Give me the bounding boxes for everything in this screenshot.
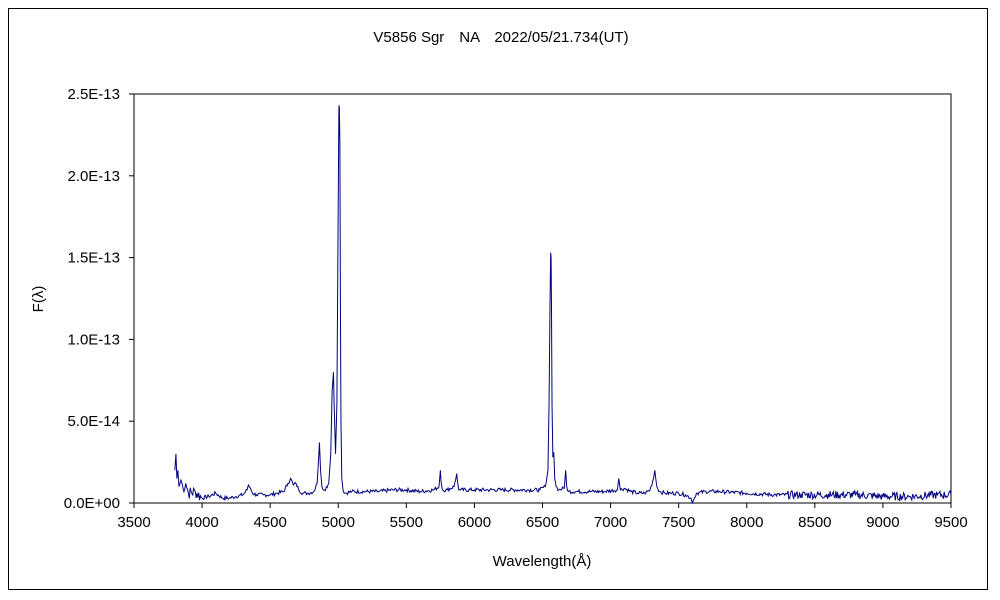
y-axis-ticks: 0.0E+00 5.0E-14 1.0E-13 1.5E-13 2.0E-13 2.5E-…: [64, 86, 134, 512]
x-tick-label: 5000: [322, 514, 355, 531]
y-tick-label: 2.0E-13: [67, 168, 120, 185]
plot-area: [133, 93, 952, 504]
x-axis-ticks: 3500 4000 4500 5000 5500 6000 6500 7000 7500 8000…: [117, 503, 968, 531]
series-group: [174, 105, 952, 505]
y-tick-label: 1.0E-13: [67, 331, 120, 348]
chart-title: V5856 Sgr NA 2022/05/21.734(UT): [373, 29, 628, 46]
y-tick-label: 1.5E-13: [67, 250, 120, 267]
chart-frame: V5856 Sgr NA 2022/05/21.734(UT) 3500 4000…: [8, 8, 988, 590]
y-tick-label: 0.0E+00: [64, 495, 120, 512]
x-tick-label: 7500: [662, 514, 695, 531]
x-tick-label: 4500: [253, 514, 286, 531]
x-tick-label: 8500: [798, 514, 831, 531]
x-tick-label: 3500: [117, 514, 150, 531]
x-tick-label: 9000: [866, 514, 899, 531]
x-tick-label: 6500: [526, 514, 559, 531]
y-tick-label: 5.0E-14: [67, 413, 120, 430]
y-axis-label: F(λ): [30, 286, 47, 313]
spectrum-chart: V5856 Sgr NA 2022/05/21.734(UT) 3500 4000…: [30, 29, 968, 570]
x-tick-label: 8000: [730, 514, 763, 531]
spectrum-line: [174, 105, 952, 505]
x-tick-label: 6000: [458, 514, 491, 531]
x-tick-label: 7000: [594, 514, 627, 531]
x-tick-label: 9500: [934, 514, 967, 531]
x-tick-label: 5500: [390, 514, 423, 531]
y-tick-label: 2.5E-13: [67, 86, 120, 103]
x-tick-label: 4000: [185, 514, 218, 531]
x-axis-label: Wavelength(Å): [493, 553, 592, 570]
